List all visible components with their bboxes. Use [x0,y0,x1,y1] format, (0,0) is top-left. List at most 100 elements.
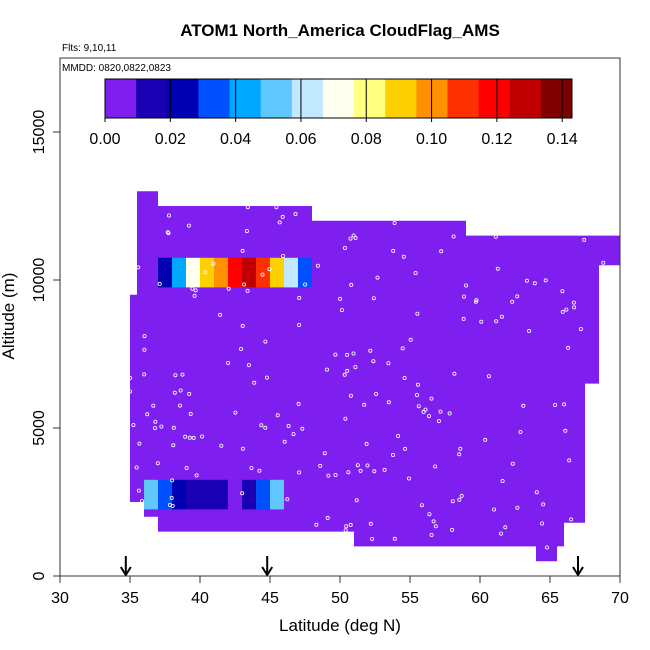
flight-track-point [408,337,413,342]
flight-track-point [464,283,469,288]
flight-track-point [406,476,411,481]
flight-track-point [343,416,348,421]
flight-track-point [343,528,348,533]
flight-track-point [189,262,194,267]
flight-track-point [326,473,331,478]
flight-track-point [177,403,182,408]
flight-track-point [264,375,269,380]
flight-track-point [322,451,327,456]
flight-track-point [280,214,285,219]
flight-track-point [560,289,565,294]
flight-track-point [348,522,353,527]
flight-track-point [171,425,176,430]
colorbar-swatch [260,79,293,118]
flight-track-point [439,249,444,254]
flight-track-point [534,490,539,495]
flight-track-point [233,410,238,415]
flight-track-point [601,260,606,265]
flight-track-point [315,263,320,268]
flight-track-point [457,497,462,502]
flight-track-point [342,245,347,250]
flight-track-point [173,373,178,378]
flight-track-point [461,294,466,299]
flight-track-point [382,467,387,472]
flight-track-point [282,439,287,444]
x-tick-label: 45 [261,590,279,607]
flight-track-point [242,282,247,287]
flight-track-point [355,463,360,468]
flight-track-point [353,235,358,240]
flight-track-point [192,293,197,298]
flight-track-point [416,404,421,409]
flight-track-point [457,452,462,457]
flight-track-point [178,388,183,393]
flight-track-point [139,499,144,504]
colorbar-swatch [105,79,137,118]
flight-track-point [569,517,574,522]
flight-track-point [344,524,349,529]
flight-track-point [447,411,452,416]
flight-track-point [371,296,376,301]
flight-track-point [400,346,405,351]
flight-track-point [479,319,484,324]
heat-cell [298,257,312,288]
flight-track-point [578,327,583,332]
x-tick-label: 40 [191,590,209,607]
flight-track-point [293,211,298,216]
flight-track-point [524,278,529,283]
flight-track-point [351,233,356,238]
flight-track-point [372,469,377,474]
x-tick-label: 35 [121,590,139,607]
flight-track-point [226,286,231,291]
flight-track-point [277,220,282,225]
flight-track-point [297,470,302,475]
heat-cell [242,257,256,288]
flight-track-point [218,312,223,317]
y-tick-label: 5000 [31,410,48,446]
flight-track-point [345,368,350,373]
flight-track-point [187,391,192,396]
flight-track-point [245,288,250,293]
flight-track-point [169,495,174,500]
y-tick-label: 10000 [31,258,48,303]
flight-track-point [473,299,478,304]
colorbar-swatch [291,79,324,118]
x-tick-label: 70 [611,590,629,607]
flight-track-point [211,261,216,266]
flight-track-point [450,527,455,532]
flight-track-point [498,531,503,536]
flight-track-point [239,346,244,351]
flight-track-point [333,472,338,477]
colorbar-tick-label: 0.02 [155,131,186,148]
colorbar-swatch [136,79,168,118]
flight-track-point [286,423,291,428]
flight-track-point [136,488,141,493]
flight-track-point [499,314,504,319]
heat-cell [200,479,214,510]
flight-track-point [515,294,520,299]
flight-track-point [245,205,250,210]
flight-track-point [240,446,245,451]
flight-track-point [155,461,160,466]
axes: 30 35 40 45 50 55 60 65 70 0 5000 10000 15000 [31,110,629,607]
chart-title: ATOM1 North_America CloudFlag_AMS [180,21,500,40]
flight-track-point [194,473,199,478]
flight-track-point [191,435,196,440]
flight-track-point [171,443,176,448]
flight-track-point [354,498,359,503]
flight-track-point [421,409,426,414]
flight-track-point [386,361,391,366]
flight-track-point [351,351,356,356]
flight-track-point [371,359,376,364]
flight-track-point [145,412,150,417]
flight-track-point [541,502,546,507]
flight-track-point [403,446,408,451]
y-tick-label: 15000 [31,110,48,155]
flight-track-point [436,419,441,424]
flight-track-point [184,465,189,470]
flight-track-point [142,347,147,352]
flight-track-point [563,428,568,433]
flight-track-point [438,409,443,414]
flight-track-point [240,323,245,328]
flight-track-point [527,328,532,333]
